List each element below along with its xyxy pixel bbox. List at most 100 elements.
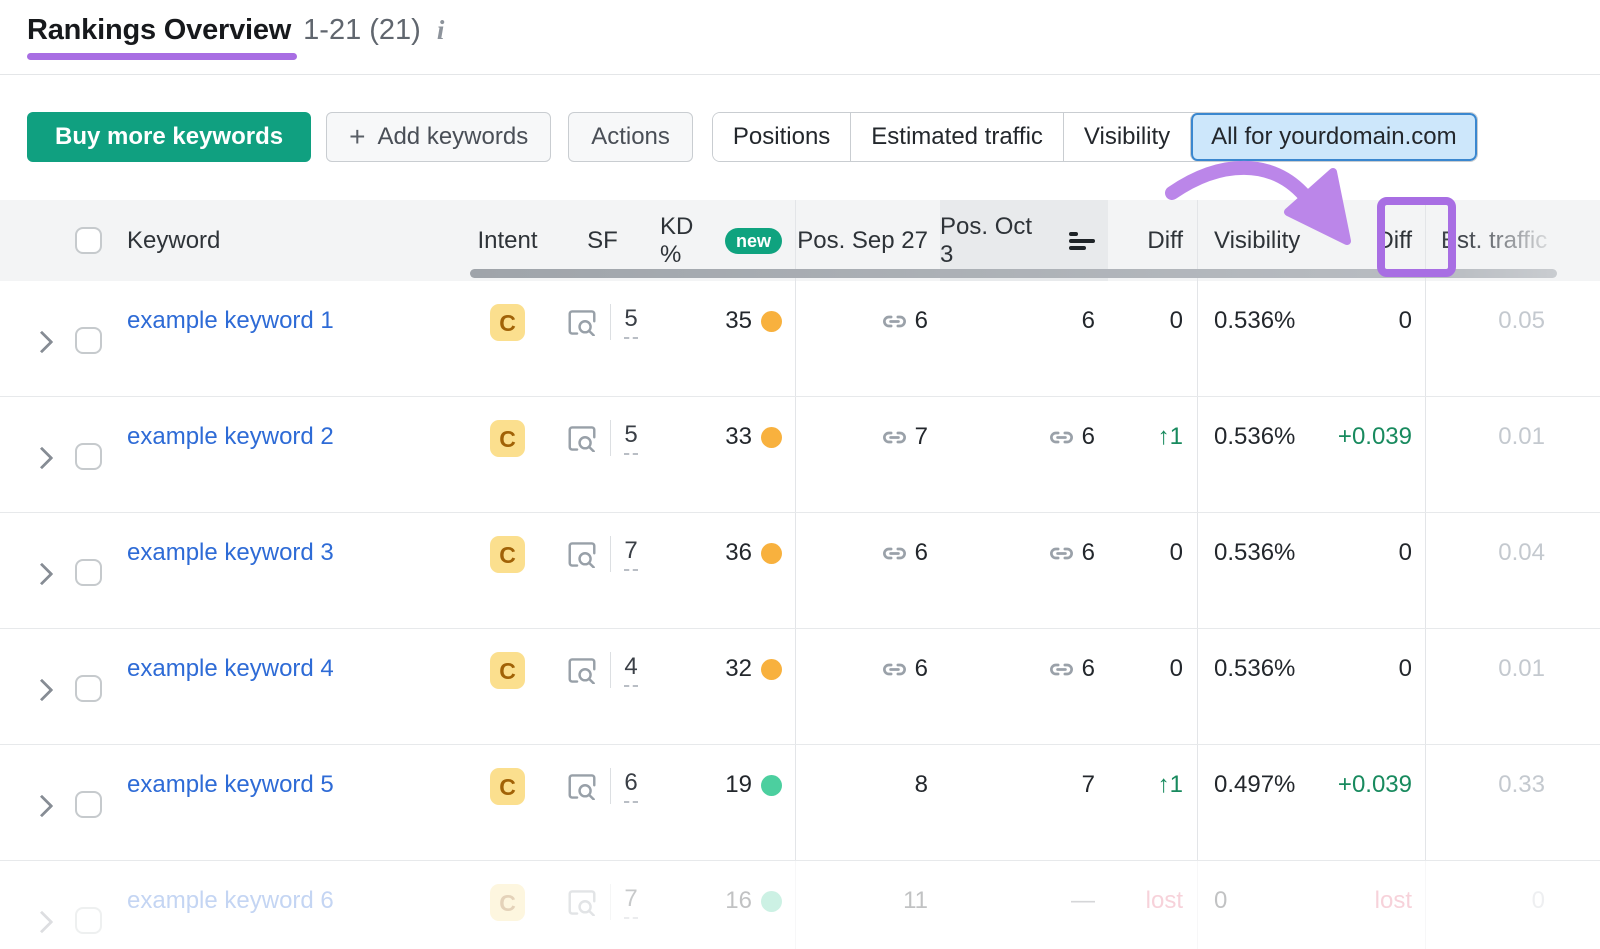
row-checkbox[interactable]: [75, 675, 102, 702]
visibility-cell: 0.536%: [1197, 397, 1310, 512]
pos-sep27-cell: 7: [795, 397, 940, 512]
expand-chevron-icon[interactable]: [30, 330, 54, 354]
pos-sep27-cell: 6: [795, 513, 940, 628]
est-traffic-cell: 0.01: [1425, 397, 1600, 512]
link-icon[interactable]: [881, 424, 908, 451]
kd-value: 19: [725, 771, 752, 798]
est-traffic-value: 0: [1531, 887, 1545, 914]
header-kd[interactable]: KD % new: [660, 200, 795, 281]
visibility-value: 0.536%: [1214, 423, 1296, 450]
position-value: 8: [914, 771, 928, 798]
keyword-link[interactable]: example keyword 4: [127, 655, 334, 682]
tab-visibility[interactable]: Visibility: [1062, 113, 1191, 161]
expand-chevron-icon[interactable]: [30, 910, 54, 934]
info-icon[interactable]: i: [436, 15, 445, 45]
sf-cell: 7: [545, 513, 660, 628]
sf-count[interactable]: 7: [624, 881, 638, 919]
toolbar: Buy more keywords + Add keywords Actions…: [27, 112, 1600, 162]
sf-count[interactable]: 6: [624, 765, 638, 803]
pos-oct3-cell: 6: [940, 513, 1108, 628]
checkbox-cell: [62, 513, 112, 628]
position-value: 11: [903, 887, 928, 914]
pos-sep27-cell: 6: [795, 629, 940, 744]
est-traffic-value: 0.04: [1498, 539, 1545, 566]
actions-button[interactable]: Actions: [568, 112, 693, 162]
header-pos-sep27[interactable]: Pos. Sep 27: [795, 200, 940, 281]
expander-cell: [0, 513, 62, 628]
expand-chevron-icon[interactable]: [30, 446, 54, 470]
sf-cell: 6: [545, 745, 660, 860]
horizontal-scrollbar[interactable]: [470, 269, 1557, 278]
keyword-cell: example keyword 5: [112, 745, 470, 860]
intent-cell: C: [470, 513, 545, 628]
keyword-link[interactable]: example keyword 3: [127, 539, 334, 566]
header-intent: Intent: [477, 226, 538, 254]
tab-all-for-yourdomain-com[interactable]: All for yourdomain.com: [1190, 113, 1477, 161]
pos-oct3-cell: —: [940, 861, 1108, 949]
view-tabs: Positions Estimated traffic Visibility All …: [711, 112, 1478, 162]
diff-lost-value: lost: [1374, 887, 1412, 914]
header-keyword[interactable]: Keyword: [127, 226, 221, 254]
sort-icon: [1069, 231, 1095, 250]
keyword-cell: example keyword 6: [112, 861, 470, 949]
sf-count[interactable]: 4: [624, 649, 638, 687]
add-keywords-button[interactable]: + Add keywords: [326, 112, 552, 162]
position-value: 6: [1081, 655, 1095, 682]
intent-cell: C: [470, 629, 545, 744]
visibility-diff-cell: 0: [1310, 513, 1425, 628]
select-all-checkbox[interactable]: [75, 227, 102, 254]
serp-features-icon: [568, 542, 596, 568]
keyword-link[interactable]: example keyword 6: [127, 887, 334, 914]
position-value: 7: [914, 423, 928, 450]
row-checkbox[interactable]: [75, 327, 102, 354]
link-icon[interactable]: [881, 540, 908, 567]
kd-cell: 16: [660, 861, 795, 949]
intent-badge: C: [490, 420, 525, 457]
row-checkbox[interactable]: [75, 791, 102, 818]
expand-chevron-icon[interactable]: [30, 562, 54, 586]
sf-divider: [610, 304, 612, 340]
intent-cell: C: [470, 861, 545, 949]
link-icon[interactable]: [1048, 424, 1075, 451]
intent-badge: C: [490, 304, 525, 341]
diff-value: 0: [1398, 307, 1412, 334]
tab-estimated-traffic[interactable]: Estimated traffic: [850, 113, 1063, 161]
expand-chevron-icon[interactable]: [30, 794, 54, 818]
est-traffic-cell: 0.01: [1425, 629, 1600, 744]
kd-cell: 35: [660, 281, 795, 396]
sf-count[interactable]: 5: [624, 417, 638, 455]
est-traffic-value: 0.33: [1498, 771, 1545, 798]
sf-divider: [610, 420, 612, 456]
row-checkbox[interactable]: [75, 443, 102, 470]
page-title: Rankings Overview: [27, 14, 292, 46]
sf-count[interactable]: 7: [624, 533, 638, 571]
link-icon[interactable]: [1048, 540, 1075, 567]
keyword-link[interactable]: example keyword 1: [127, 307, 334, 334]
est-traffic-cell: 0.05: [1425, 281, 1600, 396]
expand-chevron-icon[interactable]: [30, 678, 54, 702]
intent-badge: C: [490, 652, 525, 689]
header-diff[interactable]: Diff: [1147, 226, 1183, 254]
serp-features-icon: [568, 426, 596, 452]
row-checkbox[interactable]: [75, 559, 102, 586]
tab-positions[interactable]: Positions: [712, 113, 851, 161]
keyword-link[interactable]: example keyword 2: [127, 423, 334, 450]
visibility-diff-cell: lost: [1310, 861, 1425, 949]
kd-difficulty-dot: [761, 891, 782, 912]
row-checkbox[interactable]: [75, 907, 102, 934]
buy-more-keywords-button[interactable]: Buy more keywords: [27, 112, 312, 162]
link-icon[interactable]: [1048, 656, 1075, 683]
pos-sep27-cell: 6: [795, 281, 940, 396]
new-badge: new: [724, 227, 782, 254]
link-icon[interactable]: [881, 308, 908, 335]
keyword-link[interactable]: example keyword 5: [127, 771, 334, 798]
link-icon[interactable]: [881, 656, 908, 683]
diff-value: 0: [1169, 539, 1183, 566]
table-body: example keyword 1 C 5 35 6 6 0 0.536% 0 0.05 examp…: [0, 281, 1600, 949]
est-traffic-cell: 0.33: [1425, 745, 1600, 860]
sf-count[interactable]: 5: [624, 301, 638, 339]
checkbox-cell: [62, 745, 112, 860]
header-pos-oct3[interactable]: Pos. Oct 3: [940, 200, 1108, 281]
pos-oct3-cell: 6: [940, 281, 1108, 396]
table-row: example keyword 4 C 4 32 6 6 0 0.536% 0 0.01: [0, 629, 1600, 745]
